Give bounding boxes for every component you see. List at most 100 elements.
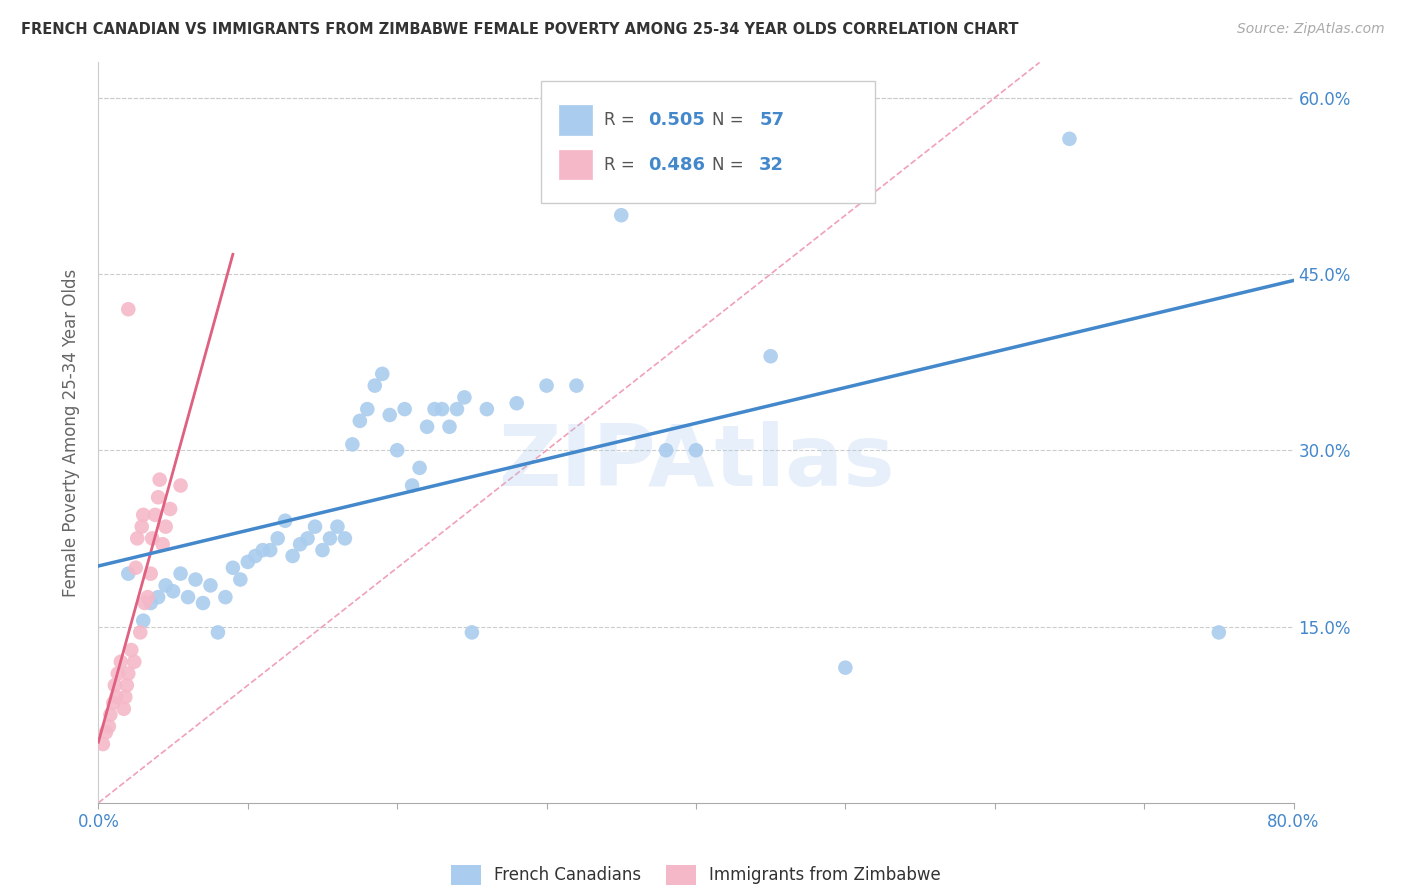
Point: [356, 402, 378, 417]
Text: 0.486: 0.486: [648, 155, 706, 174]
FancyBboxPatch shape: [540, 81, 875, 203]
Point: [446, 402, 468, 417]
Point: [136, 590, 159, 604]
Point: [288, 537, 311, 551]
Point: [120, 643, 142, 657]
Point: [461, 625, 484, 640]
Point: [162, 584, 184, 599]
Point: [139, 596, 162, 610]
Point: [333, 532, 356, 546]
Point: [117, 302, 139, 317]
Text: Source: ZipAtlas.com: Source: ZipAtlas.com: [1237, 22, 1385, 37]
Point: [169, 566, 191, 581]
Point: [214, 590, 236, 604]
Text: 32: 32: [759, 155, 785, 174]
Point: [401, 478, 423, 492]
Point: [127, 532, 149, 546]
Point: [191, 596, 214, 610]
Text: N =: N =: [711, 155, 748, 174]
Point: [134, 596, 156, 610]
Text: 0.505: 0.505: [648, 112, 704, 129]
Point: [416, 419, 439, 434]
Point: [149, 473, 172, 487]
Point: [236, 555, 259, 569]
Point: [124, 655, 146, 669]
Point: [274, 514, 297, 528]
Point: [408, 461, 430, 475]
Point: [104, 678, 127, 692]
Text: ZIPAtlas: ZIPAtlas: [498, 421, 894, 504]
Point: [155, 578, 177, 592]
FancyBboxPatch shape: [558, 150, 592, 179]
Text: FRENCH CANADIAN VS IMMIGRANTS FROM ZIMBABWE FEMALE POVERTY AMONG 25-34 YEAR OLDS: FRENCH CANADIAN VS IMMIGRANTS FROM ZIMBA…: [21, 22, 1018, 37]
Point: [364, 378, 387, 392]
Point: [385, 443, 409, 458]
Point: [834, 660, 856, 674]
Point: [342, 437, 364, 451]
Point: [259, 543, 281, 558]
Point: [148, 490, 170, 504]
Point: [222, 561, 245, 575]
Point: [132, 508, 155, 522]
Point: [759, 349, 782, 363]
Point: [100, 707, 122, 722]
Point: [304, 519, 326, 533]
Point: [685, 443, 707, 458]
Point: [143, 508, 166, 522]
Point: [91, 737, 114, 751]
Point: [107, 666, 129, 681]
Point: [114, 690, 136, 704]
Point: [169, 478, 191, 492]
Point: [378, 408, 401, 422]
Point: [117, 666, 139, 681]
Point: [430, 402, 453, 417]
Point: [125, 561, 148, 575]
Point: [152, 537, 174, 551]
Point: [139, 566, 162, 581]
Point: [371, 367, 394, 381]
Point: [655, 443, 678, 458]
Point: [105, 690, 128, 704]
Point: [565, 378, 588, 392]
Text: R =: R =: [605, 112, 640, 129]
Point: [115, 678, 138, 692]
Point: [506, 396, 529, 410]
Point: [131, 519, 153, 533]
Point: [245, 549, 267, 563]
Point: [281, 549, 304, 563]
Point: [129, 625, 152, 640]
Point: [148, 590, 170, 604]
Point: [326, 519, 349, 533]
FancyBboxPatch shape: [558, 105, 592, 135]
Legend: French Canadians, Immigrants from Zimbabwe: French Canadians, Immigrants from Zimbab…: [444, 858, 948, 892]
Point: [159, 502, 181, 516]
Point: [536, 378, 558, 392]
Point: [132, 614, 155, 628]
Point: [319, 532, 342, 546]
Point: [610, 208, 633, 222]
Point: [103, 696, 125, 710]
Point: [110, 655, 132, 669]
Point: [394, 402, 416, 417]
Text: R =: R =: [605, 155, 640, 174]
Point: [311, 543, 333, 558]
Y-axis label: Female Poverty Among 25-34 Year Olds: Female Poverty Among 25-34 Year Olds: [62, 268, 80, 597]
Point: [97, 719, 120, 733]
Point: [297, 532, 319, 546]
Point: [349, 414, 371, 428]
Point: [453, 390, 475, 404]
Point: [267, 532, 290, 546]
Point: [184, 573, 207, 587]
Point: [439, 419, 461, 434]
Text: 57: 57: [759, 112, 785, 129]
Point: [94, 725, 117, 739]
Point: [229, 573, 252, 587]
Point: [155, 519, 177, 533]
Point: [117, 566, 139, 581]
Text: N =: N =: [711, 112, 748, 129]
Point: [141, 532, 163, 546]
Point: [423, 402, 446, 417]
Point: [112, 702, 135, 716]
Point: [1059, 132, 1081, 146]
Point: [252, 543, 274, 558]
